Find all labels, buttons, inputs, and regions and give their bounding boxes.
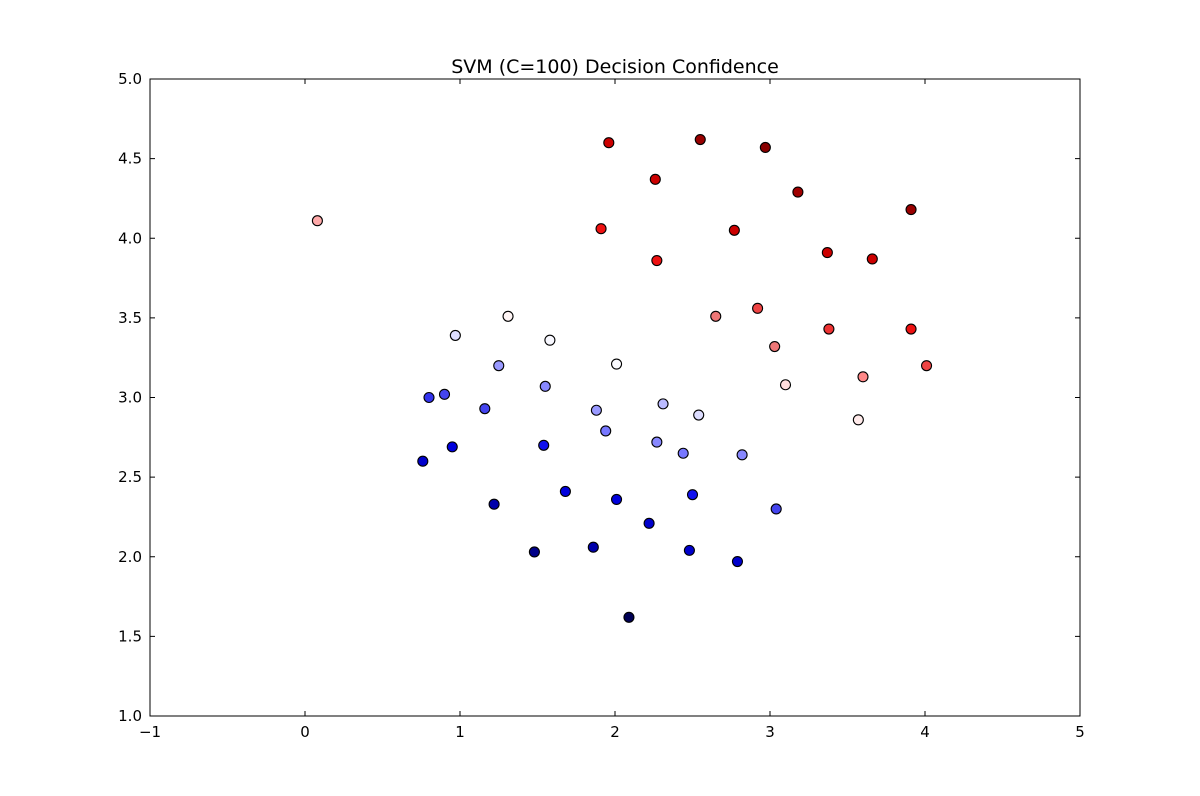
data-point [821, 247, 833, 259]
y-tick-label: 4.5 [118, 150, 142, 168]
x-tick-label: −1 [139, 723, 161, 741]
data-point [446, 441, 458, 453]
data-point [792, 186, 804, 198]
data-point [686, 489, 699, 501]
y-tick-label: 4.0 [118, 229, 142, 247]
data-point [559, 485, 571, 498]
data-point [657, 398, 669, 410]
data-point [769, 340, 781, 353]
data-point [920, 360, 933, 372]
points-layer [311, 133, 933, 623]
data-point [603, 137, 615, 149]
data-point [649, 173, 661, 185]
data-point [857, 371, 869, 383]
data-point [852, 414, 864, 426]
data-point [823, 323, 835, 335]
y-tick: 4.5 [118, 150, 1080, 168]
y-tick: 3.0 [118, 389, 1080, 407]
x-tick-label: 0 [300, 723, 310, 741]
data-point [417, 455, 429, 467]
data-point [610, 358, 623, 370]
data-point [528, 546, 540, 558]
data-point [538, 439, 550, 451]
data-point [905, 204, 917, 216]
y-tick-label: 2.5 [118, 468, 142, 486]
x-tick-label: 1 [455, 723, 465, 741]
x-tick-label: 5 [1075, 723, 1085, 741]
ticks-layer: −1 0 1 2 3 4 5 1.0 1.5 2.0 2.5 3.0 3.5 4.0 4.5 5.0 [118, 70, 1085, 741]
y-tick: 2.5 [118, 468, 1080, 486]
data-point [651, 254, 663, 267]
y-tick: 4.0 [118, 229, 1080, 247]
data-point [736, 449, 748, 461]
data-point [590, 404, 602, 416]
data-point [770, 503, 782, 515]
x-tick: 0 [300, 79, 310, 741]
data-point [651, 436, 663, 448]
chart-title: SVM (C=100) Decision Confidence [451, 56, 779, 78]
data-point [493, 360, 505, 372]
data-point [311, 215, 323, 227]
data-point [600, 425, 612, 437]
data-point [683, 544, 695, 556]
y-tick: 1.5 [118, 627, 1080, 645]
data-point [502, 310, 514, 322]
data-point [693, 409, 705, 421]
data-point [623, 611, 635, 623]
x-tick: 1 [455, 79, 465, 741]
data-point [643, 517, 655, 529]
y-tick: 2.0 [118, 548, 1080, 566]
data-point [438, 388, 451, 400]
y-tick: 3.5 [118, 309, 1080, 327]
y-tick-label: 3.5 [118, 309, 142, 327]
y-tick-label: 3.0 [118, 389, 142, 407]
data-point [866, 253, 878, 265]
plot-frame [149, 78, 1081, 717]
x-tick: 2 [610, 79, 620, 741]
data-point [694, 133, 706, 146]
data-point [779, 379, 792, 391]
data-point [710, 310, 722, 322]
y-tick-label: 1.5 [118, 627, 142, 645]
y-tick-label: 5.0 [118, 70, 142, 88]
data-point [595, 223, 607, 235]
x-tick-label: 4 [920, 723, 930, 741]
data-point [479, 403, 491, 415]
x-tick: 4 [920, 79, 930, 741]
data-point [587, 541, 599, 553]
data-point [905, 323, 917, 335]
data-point [488, 498, 500, 510]
data-point [610, 493, 623, 505]
data-point [449, 329, 461, 341]
data-point [539, 380, 551, 392]
data-point [759, 141, 771, 154]
y-tick-label: 2.0 [118, 548, 142, 566]
x-tick: 3 [765, 79, 775, 741]
x-tick-label: 3 [765, 723, 775, 741]
data-point [728, 224, 740, 236]
data-point [544, 334, 556, 346]
data-point [752, 302, 764, 314]
data-point [423, 391, 435, 404]
y-tick-label: 1.0 [118, 707, 142, 725]
data-point [731, 555, 744, 568]
data-point [677, 447, 689, 459]
x-tick-label: 2 [610, 723, 620, 741]
